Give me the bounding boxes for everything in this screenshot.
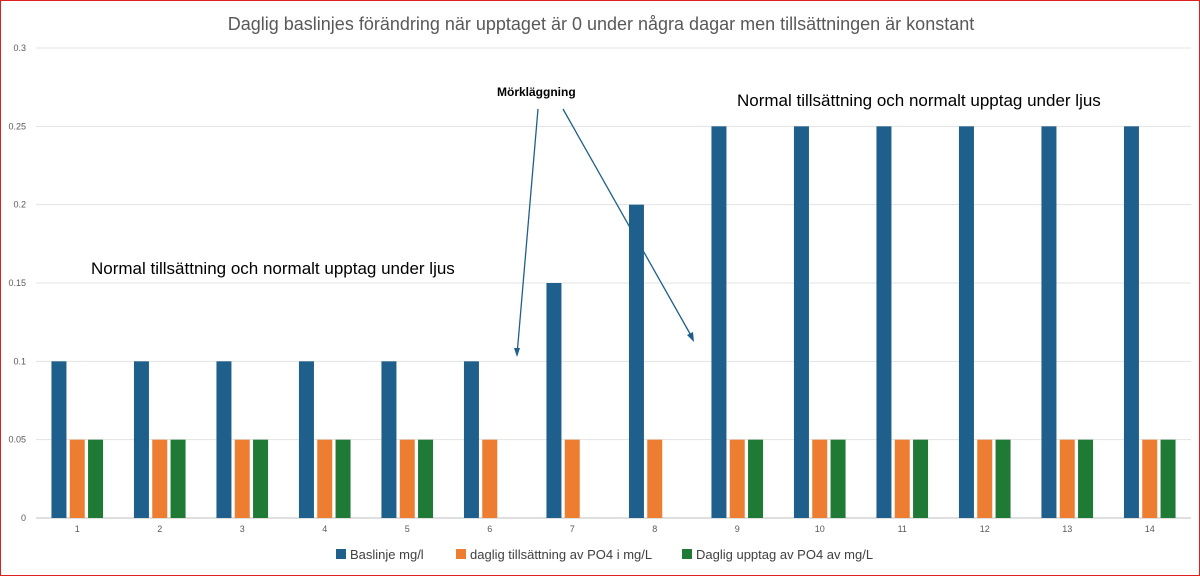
bar-series-2-cat-9 [729,439,745,518]
bar-series-2-cat-3 [234,439,250,518]
bar-series-2-cat-7 [564,439,580,518]
x-tick-label: 1 [75,524,80,534]
bar-series-3-cat-5 [418,439,434,518]
annotation-darkening: Mörkläggning [497,85,576,99]
legend-label: Daglig upptag av PO4 av mg/L [696,547,873,562]
bar-series-2-cat-6 [482,439,498,518]
x-tick-label: 12 [980,524,990,534]
annotation-arrowhead-left [514,348,520,357]
legend-swatch [682,549,692,559]
bar-series-1-cat-10 [793,126,809,518]
bar-series-2-cat-1 [69,439,85,518]
annotation-right: Normal tillsättning och normalt upptag u… [737,91,1101,110]
bar-series-3-cat-4 [335,439,351,518]
x-tick-label: 3 [240,524,245,534]
x-tick-label: 5 [405,524,410,534]
bar-series-1-cat-13 [1041,126,1057,518]
bar-series-2-cat-5 [399,439,415,518]
bar-series-1-cat-14 [1123,126,1139,518]
bar-series-1-cat-2 [133,361,149,518]
bar-series-1-cat-8 [628,204,644,518]
annotation-arrow-right [562,108,694,340]
legend-swatch [456,549,466,559]
bar-series-1-cat-3 [216,361,232,518]
x-tick-label: 6 [487,524,492,534]
bar-series-3-cat-3 [253,439,269,518]
bars [51,126,1176,518]
bar-series-1-cat-11 [876,126,892,518]
y-tick-label: 0.05 [8,435,26,445]
bar-series-2-cat-8 [647,439,663,518]
annotation-left: Normal tillsättning och normalt upptag u… [91,259,455,278]
x-tick-label: 11 [898,524,907,534]
annotation-arrowhead-right [687,332,694,342]
x-tick-label: 4 [322,524,327,534]
y-tick-label: 0 [21,513,26,523]
bar-series-1-cat-4 [298,361,314,518]
bar-series-2-cat-14 [1142,439,1158,518]
bar-series-2-cat-10 [812,439,828,518]
bar-series-3-cat-11 [913,439,929,518]
bar-series-3-cat-10 [830,439,846,518]
chart-title: Daglig baslinjes förändring när upptaget… [228,14,974,34]
bar-series-1-cat-9 [711,126,727,518]
x-tick-label: 14 [1145,524,1155,534]
bar-series-3-cat-14 [1160,439,1176,518]
y-tick-label: 0.2 [13,200,26,210]
bar-series-1-cat-1 [51,361,67,518]
bar-series-1-cat-5 [381,361,397,518]
y-tick-label: 0.15 [8,278,26,288]
bar-series-1-cat-12 [958,126,974,518]
x-tick-label: 9 [735,524,740,534]
bar-series-3-cat-1 [88,439,104,518]
bar-series-2-cat-4 [317,439,333,518]
x-tick-label: 8 [652,524,657,534]
bar-series-3-cat-13 [1078,439,1094,518]
bar-series-1-cat-7 [546,283,562,518]
legend: Baslinje mg/l daglig tillsättning av PO4 … [336,547,873,562]
bar-series-2-cat-12 [977,439,993,518]
bar-series-3-cat-9 [748,439,764,518]
y-tick-label: 0.1 [13,356,26,366]
y-axis-ticks: 0 0.05 0.1 0.15 0.2 0.25 0.3 [8,43,26,523]
bar-series-2-cat-11 [894,439,910,518]
bar-series-1-cat-6 [463,361,479,518]
x-tick-label: 13 [1062,524,1072,534]
y-tick-label: 0.25 [8,121,26,131]
y-tick-label: 0.3 [13,43,26,53]
legend-label: daglig tillsättning av PO4 i mg/L [470,547,652,562]
legend-swatch [336,549,346,559]
bar-series-3-cat-12 [995,439,1011,518]
x-tick-label: 7 [570,524,575,534]
bar-series-2-cat-13 [1059,439,1075,518]
gridlines [36,47,1191,519]
bar-series-3-cat-2 [170,439,186,518]
x-axis-ticks: 1 2 3 4 5 6 7 8 9 10 11 12 13 14 [75,524,1155,534]
x-tick-label: 10 [815,524,825,534]
x-tick-label: 2 [157,524,162,534]
bar-series-2-cat-2 [152,439,168,518]
annotation-arrow-left [516,108,539,356]
legend-label: Baslinje mg/l [350,547,424,562]
